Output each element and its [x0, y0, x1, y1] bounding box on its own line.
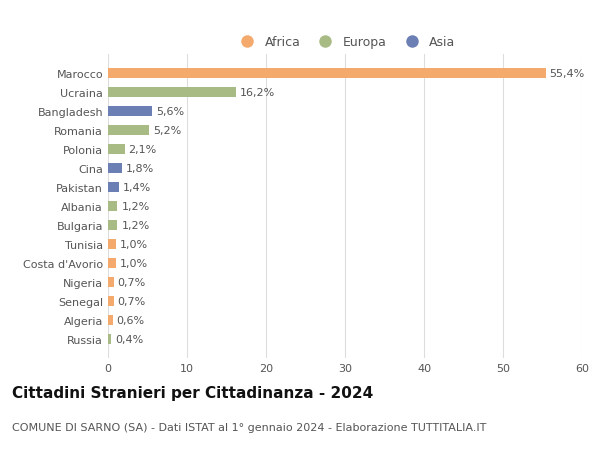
Bar	[108, 334, 111, 344]
Text: COMUNE DI SARNO (SA) - Dati ISTAT al 1° gennaio 2024 - Elaborazione TUTTITALIA.I: COMUNE DI SARNO (SA) - Dati ISTAT al 1° …	[12, 422, 487, 432]
Text: Cittadini Stranieri per Cittadinanza - 2024: Cittadini Stranieri per Cittadinanza - 2…	[12, 386, 373, 401]
Text: 0,7%: 0,7%	[118, 296, 146, 306]
Text: 1,0%: 1,0%	[120, 240, 148, 249]
Text: 5,6%: 5,6%	[156, 107, 184, 117]
Text: 0,6%: 0,6%	[116, 315, 145, 325]
Bar	[108, 69, 545, 79]
Text: 55,4%: 55,4%	[550, 69, 585, 79]
Bar	[108, 106, 152, 117]
Bar	[108, 182, 119, 193]
Legend: Africa, Europa, Asia: Africa, Europa, Asia	[229, 31, 461, 54]
Bar	[108, 202, 118, 212]
Bar	[108, 163, 122, 174]
Bar	[108, 296, 113, 307]
Text: 2,1%: 2,1%	[128, 145, 157, 155]
Bar	[108, 277, 113, 287]
Bar	[108, 88, 236, 98]
Text: 1,8%: 1,8%	[126, 164, 154, 174]
Text: 1,2%: 1,2%	[121, 220, 149, 230]
Bar	[108, 126, 149, 136]
Text: 0,7%: 0,7%	[118, 277, 146, 287]
Bar	[108, 239, 116, 250]
Text: 1,4%: 1,4%	[123, 183, 151, 193]
Text: 16,2%: 16,2%	[240, 88, 275, 98]
Text: 1,0%: 1,0%	[120, 258, 148, 269]
Text: 0,4%: 0,4%	[115, 334, 143, 344]
Text: 5,2%: 5,2%	[153, 126, 181, 136]
Bar	[108, 315, 113, 325]
Bar	[108, 220, 118, 231]
Bar	[108, 258, 116, 269]
Text: 1,2%: 1,2%	[121, 202, 149, 212]
Bar	[108, 145, 125, 155]
